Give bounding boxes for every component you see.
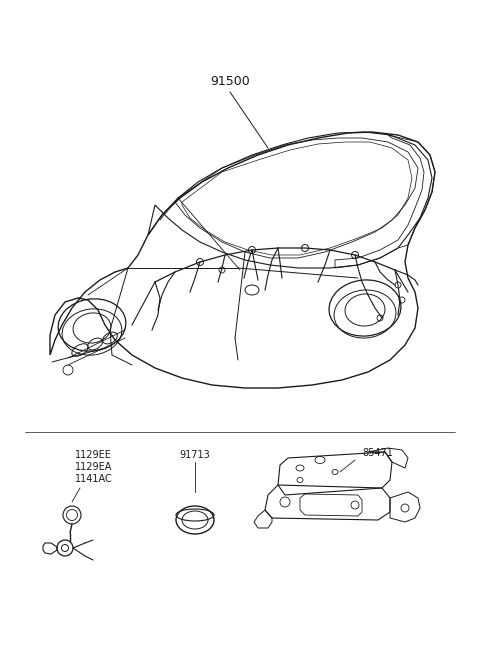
Text: 91500: 91500 [210,75,250,88]
Text: 1129EA: 1129EA [75,462,112,472]
Text: 1141AC: 1141AC [75,474,113,484]
Text: 85471: 85471 [362,448,394,458]
Text: 1129EE: 1129EE [75,450,112,460]
Text: 91713: 91713 [180,450,210,460]
